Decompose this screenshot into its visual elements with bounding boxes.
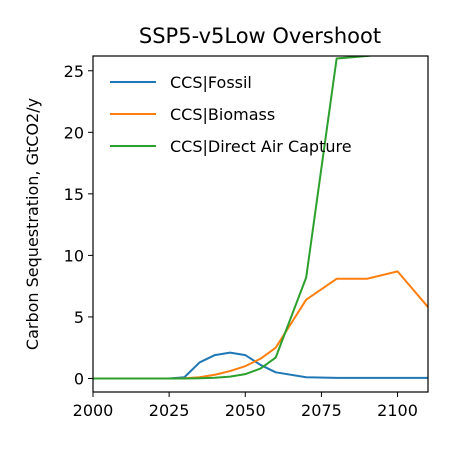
x-tick-label: 2075 xyxy=(301,401,342,420)
x-tick-label: 2000 xyxy=(73,401,114,420)
y-tick-label: 5 xyxy=(74,308,84,327)
x-tick-label: 2025 xyxy=(149,401,190,420)
legend-label: CCS|Biomass xyxy=(170,105,275,124)
y-tick-label: 0 xyxy=(74,369,84,388)
series-line-0 xyxy=(93,351,428,380)
legend-label: CCS|Fossil xyxy=(170,73,252,92)
legend: CCS|Fossil CCS|Biomass CCS|Direct Air Capt… xyxy=(110,73,352,156)
x-tick-label: 2100 xyxy=(377,401,418,420)
x-tick-label: 2050 xyxy=(225,401,266,420)
series-line-2 xyxy=(93,56,376,380)
series-layer xyxy=(93,56,428,380)
y-tick-label: 25 xyxy=(64,62,84,81)
y-tick-label: 10 xyxy=(64,246,84,265)
y-tick-label: 15 xyxy=(64,185,84,204)
chart-title: SSP5-v5Low Overshoot xyxy=(139,24,381,48)
series-line-1 xyxy=(93,270,428,380)
plot-frame xyxy=(92,55,429,393)
y-axis-label: Carbon Sequestration, GtCO2/y xyxy=(23,98,42,350)
y-tick-label: 20 xyxy=(64,123,84,142)
legend-label: CCS|Direct Air Capture xyxy=(170,137,352,156)
